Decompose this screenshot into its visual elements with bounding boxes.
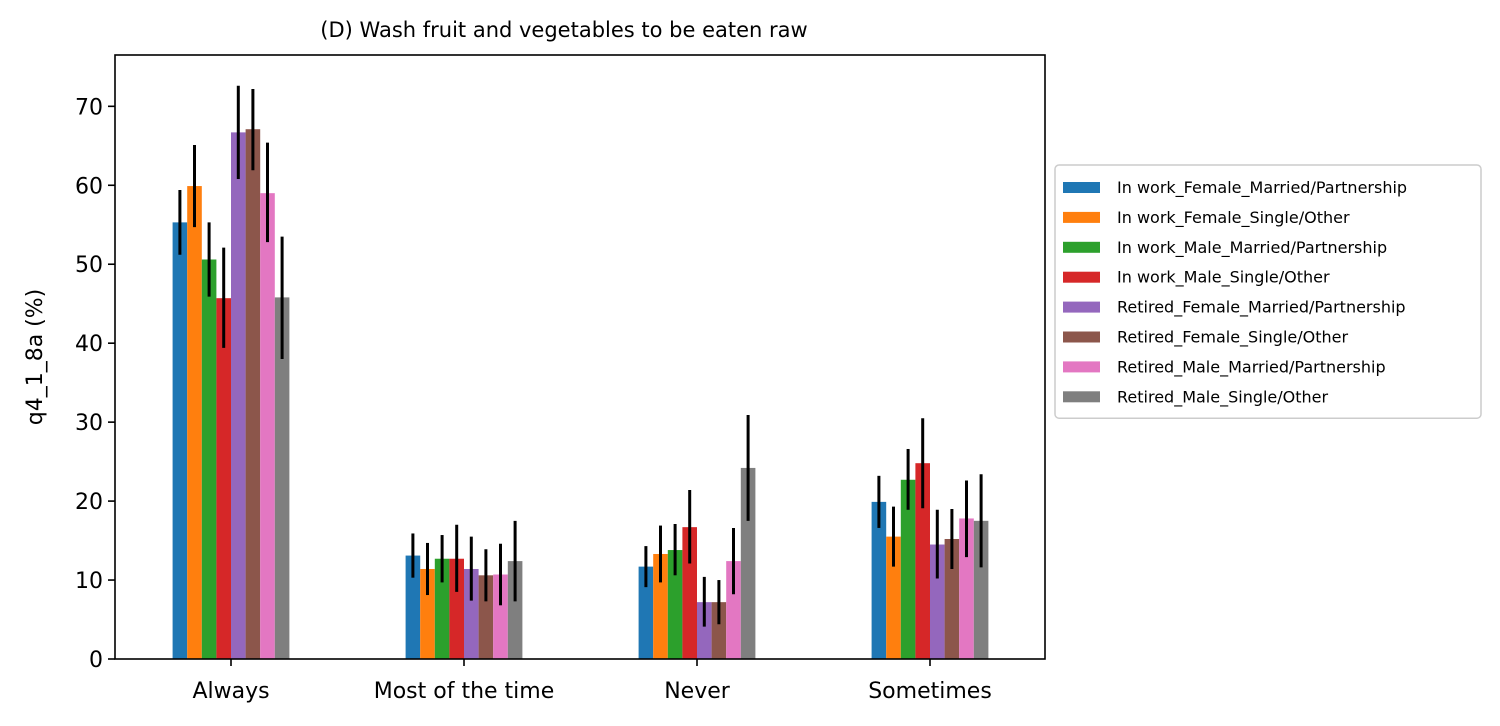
legend-label: In work_Female_Single/Other xyxy=(1117,208,1350,228)
bar xyxy=(464,568,479,659)
legend-label: In work_Female_Married/Partnership xyxy=(1117,178,1407,198)
legend-swatch xyxy=(1063,271,1100,283)
bar xyxy=(740,467,756,659)
y-tick-label: 30 xyxy=(75,411,103,436)
y-tick-label: 0 xyxy=(89,648,103,673)
legend-swatch xyxy=(1063,331,1100,343)
bar xyxy=(434,558,450,659)
bar xyxy=(653,553,668,659)
bar xyxy=(871,501,887,659)
bar xyxy=(886,536,901,659)
bar xyxy=(187,186,202,659)
x-tick-label: Sometimes xyxy=(868,679,992,704)
legend: In work_Female_Married/Partnership In wor… xyxy=(1054,164,1482,419)
y-tick-label: 60 xyxy=(75,174,103,199)
bar xyxy=(667,550,683,659)
bar xyxy=(697,602,712,659)
bar xyxy=(420,568,435,659)
bar xyxy=(959,518,974,659)
bar xyxy=(449,558,464,659)
legend-swatch xyxy=(1063,391,1100,403)
bar xyxy=(201,259,217,659)
legend-swatch xyxy=(1063,211,1100,223)
bar xyxy=(216,298,231,659)
legend-box xyxy=(1054,164,1482,419)
bar xyxy=(682,527,697,659)
bar xyxy=(638,566,654,659)
y-tick-label: 10 xyxy=(75,569,103,594)
legend-swatch xyxy=(1063,301,1100,313)
legend-label: In work_Male_Single/Other xyxy=(1117,268,1330,288)
bar xyxy=(231,132,246,659)
bar xyxy=(260,193,275,660)
y-tick-label: 20 xyxy=(75,490,103,515)
x-tick-label: Never xyxy=(664,679,731,704)
bar xyxy=(973,520,989,659)
legend-swatch xyxy=(1063,182,1100,193)
bar xyxy=(245,129,261,660)
legend-label: In work_Male_Married/Partnership xyxy=(1117,238,1387,258)
legend-label: Retired_Female_Married/Partnership xyxy=(1117,298,1406,318)
bar xyxy=(711,602,727,659)
y-tick-label: 70 xyxy=(75,95,103,120)
x-tick-label: Always xyxy=(192,679,269,704)
bar xyxy=(493,574,508,659)
bar xyxy=(274,297,290,659)
bar xyxy=(915,463,930,659)
x-tick-label: Most of the time xyxy=(374,679,555,704)
bar xyxy=(944,538,960,659)
bar xyxy=(900,479,916,659)
bar xyxy=(478,575,494,659)
legend-swatch xyxy=(1063,241,1100,253)
y-axis-label: q4_1_8a (%) xyxy=(23,289,48,426)
chart-title: (D) Wash fruit and vegetables to be eate… xyxy=(320,18,807,42)
plot-frame xyxy=(114,54,1046,660)
bar xyxy=(172,222,188,659)
legend-swatch xyxy=(1063,361,1100,373)
y-tick-label: 40 xyxy=(75,332,103,357)
plot-area: 0 10 20 30 40 50 60 70 Always Most of the time Nev… xyxy=(75,54,1046,704)
legend-label: Retired_Male_Single/Other xyxy=(1117,387,1329,407)
legend-label: Retired_Male_Married/Partnership xyxy=(1117,357,1386,377)
bar xyxy=(507,561,523,659)
bar xyxy=(930,544,945,659)
y-tick-label: 50 xyxy=(75,253,103,278)
bar xyxy=(726,561,741,659)
bar xyxy=(405,555,421,659)
legend-label: Retired_Female_Single/Other xyxy=(1117,328,1348,348)
